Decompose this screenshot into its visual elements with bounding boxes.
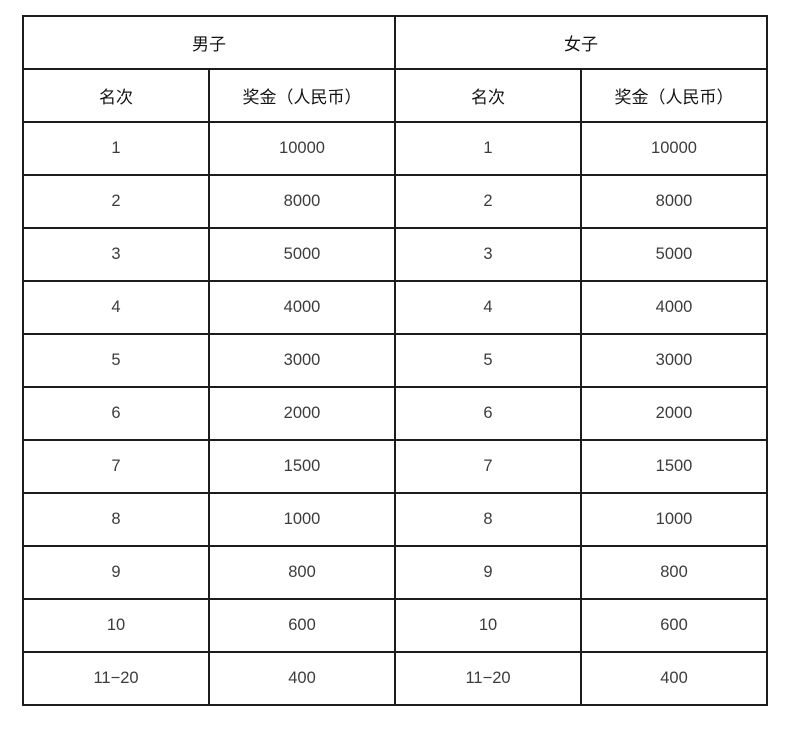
prize-cell-men: 5000	[208, 227, 396, 282]
prize-cell-women: 4000	[580, 280, 768, 335]
prize-row: 4 4000 4 4000	[22, 280, 768, 335]
prize-cell-men: 800	[208, 545, 396, 600]
prize-row: 3 5000 3 5000	[22, 227, 768, 282]
rank-cell-women: 1	[394, 121, 582, 176]
prize-cell-men: 1000	[208, 492, 396, 547]
prize-cell-men: 10000	[208, 121, 396, 176]
prize-cell-men: 8000	[208, 174, 396, 229]
rank-cell-men: 4	[22, 280, 210, 335]
prize-cell-women: 400	[580, 651, 768, 706]
rank-cell-women: 4	[394, 280, 582, 335]
column-header-row: 名次 奖金（人民币） 名次 奖金（人民币）	[22, 68, 768, 123]
prize-cell-women: 10000	[580, 121, 768, 176]
prize-cell-men: 2000	[208, 386, 396, 441]
rank-cell-men: 2	[22, 174, 210, 229]
prize-row: 8 1000 8 1000	[22, 492, 768, 547]
group-header-men: 男子	[22, 15, 396, 70]
prize-cell-women: 5000	[580, 227, 768, 282]
prize-cell-women: 3000	[580, 333, 768, 388]
prize-cell-men: 4000	[208, 280, 396, 335]
prize-cell-women: 600	[580, 598, 768, 653]
prize-cell-men: 3000	[208, 333, 396, 388]
prize-row: 2 8000 2 8000	[22, 174, 768, 229]
prize-row: 10 600 10 600	[22, 598, 768, 653]
rank-cell-men: 9	[22, 545, 210, 600]
rank-header-men: 名次	[22, 68, 210, 123]
prize-cell-women: 1500	[580, 439, 768, 494]
rank-cell-men: 10	[22, 598, 210, 653]
prize-row: 5 3000 5 3000	[22, 333, 768, 388]
rank-cell-women: 6	[394, 386, 582, 441]
rank-cell-women: 5	[394, 333, 582, 388]
rank-header-women: 名次	[394, 68, 582, 123]
prize-cell-women: 1000	[580, 492, 768, 547]
rank-cell-women: 8	[394, 492, 582, 547]
prize-table: 男子 女子 名次 奖金（人民币） 名次 奖金（人民币） 1 10000 1 10000…	[22, 15, 768, 706]
rank-cell-women: 10	[394, 598, 582, 653]
rank-cell-men: 8	[22, 492, 210, 547]
prize-header-men: 奖金（人民币）	[208, 68, 396, 123]
rank-cell-men: 11−20	[22, 651, 210, 706]
prize-header-women: 奖金（人民币）	[580, 68, 768, 123]
rank-cell-men: 1	[22, 121, 210, 176]
prize-cell-men: 1500	[208, 439, 396, 494]
prize-row: 7 1500 7 1500	[22, 439, 768, 494]
prize-row: 9 800 9 800	[22, 545, 768, 600]
rank-cell-men: 3	[22, 227, 210, 282]
rank-cell-men: 6	[22, 386, 210, 441]
prize-cell-women: 800	[580, 545, 768, 600]
prize-row: 11−20 400 11−20 400	[22, 651, 768, 706]
prize-cell-men: 600	[208, 598, 396, 653]
rank-cell-women: 3	[394, 227, 582, 282]
group-header-row: 男子 女子	[22, 15, 768, 70]
rank-cell-men: 5	[22, 333, 210, 388]
rank-cell-women: 2	[394, 174, 582, 229]
prize-cell-women: 8000	[580, 174, 768, 229]
group-header-women: 女子	[394, 15, 768, 70]
prize-cell-women: 2000	[580, 386, 768, 441]
prize-row: 6 2000 6 2000	[22, 386, 768, 441]
rank-cell-women: 11−20	[394, 651, 582, 706]
prize-cell-men: 400	[208, 651, 396, 706]
rank-cell-men: 7	[22, 439, 210, 494]
prize-row: 1 10000 1 10000	[22, 121, 768, 176]
rank-cell-women: 9	[394, 545, 582, 600]
rank-cell-women: 7	[394, 439, 582, 494]
